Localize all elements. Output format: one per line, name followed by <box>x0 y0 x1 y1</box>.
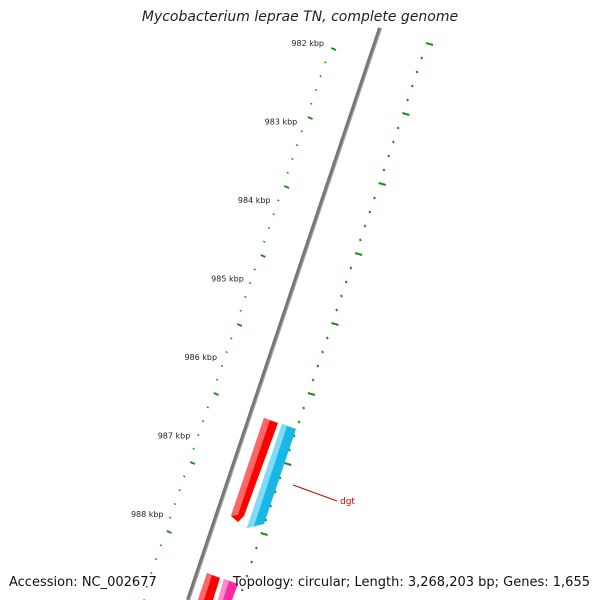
tick-label: 988 kbp <box>131 510 164 519</box>
minor-tick <box>392 140 395 144</box>
major-tick <box>166 530 172 534</box>
major-tick <box>283 462 292 466</box>
major-tick <box>307 116 313 120</box>
minor-tick <box>245 574 249 578</box>
major-tick <box>425 42 434 46</box>
topology-text: Topology: circular; Length: 3,268,203 bp… <box>232 575 590 590</box>
tick-labels: 982 kbp 983 kbp 984 kbp 985 kbp 986 kbp 987 k… <box>131 39 324 519</box>
major-tick <box>378 182 387 186</box>
minor-tick <box>297 420 301 424</box>
genome-backbone-highlight <box>189 27 382 600</box>
minor-tick <box>159 544 163 547</box>
minor-tick <box>244 295 247 299</box>
minor-tick <box>373 196 376 200</box>
minor-tick <box>286 171 289 174</box>
minor-tick <box>220 364 224 368</box>
minor-tick <box>309 102 313 105</box>
gene-feature-dgt[interactable] <box>247 424 296 528</box>
minor-tick <box>239 309 242 312</box>
minor-tick <box>291 157 294 161</box>
minor-tick <box>215 378 219 381</box>
minor-tick <box>254 546 258 550</box>
major-tick <box>307 392 316 396</box>
minor-tick <box>358 238 362 242</box>
gene-feature-pink[interactable] <box>218 579 238 600</box>
minor-tick <box>324 61 327 64</box>
minor-tick <box>267 226 271 230</box>
minor-tick <box>206 406 210 409</box>
major-tick <box>402 112 410 116</box>
gene-label-leader-line <box>292 484 338 502</box>
tick-label: 985 kbp <box>211 275 244 284</box>
minor-tick <box>387 154 391 158</box>
minor-tick <box>168 516 172 519</box>
gene-feature-red-2[interactable] <box>198 573 220 600</box>
tick-label: 987 kbp <box>158 432 191 441</box>
map-title: Mycobacterium leprae TN, complete genome <box>141 9 459 25</box>
minor-tick <box>253 268 257 271</box>
minor-tick <box>368 210 372 214</box>
minor-tick <box>145 585 148 588</box>
minor-tick <box>314 88 318 92</box>
minor-tick <box>382 168 386 172</box>
minor-tick <box>410 84 414 88</box>
major-tick <box>331 322 339 326</box>
minor-tick <box>302 406 306 410</box>
genome-backbone <box>186 27 382 600</box>
minor-tick <box>192 447 195 450</box>
accession-text: Accession: NC_002677 <box>9 575 157 590</box>
minor-tick <box>230 337 233 340</box>
minor-tick <box>154 558 158 561</box>
major-tick <box>260 254 266 258</box>
minor-tick <box>272 213 275 216</box>
minor-tick <box>250 560 254 564</box>
minor-tick <box>183 475 186 478</box>
major-tick <box>354 252 363 256</box>
minor-tick <box>325 336 329 340</box>
gene-feature-red-1[interactable] <box>231 418 278 522</box>
minor-tick <box>225 351 228 354</box>
tick-label: 984 kbp <box>238 196 271 205</box>
minor-tick <box>340 294 343 298</box>
major-tick <box>189 461 196 465</box>
minor-tick <box>335 308 339 312</box>
minor-tick <box>344 280 348 284</box>
minor-tick <box>178 489 181 492</box>
minor-tick <box>240 588 244 592</box>
tick-label: 983 kbp <box>265 118 298 127</box>
minor-tick <box>295 144 299 147</box>
major-tick <box>330 47 337 51</box>
major-tick <box>236 323 243 327</box>
minor-tick <box>197 433 200 437</box>
minor-tick <box>201 420 205 423</box>
major-tick <box>283 185 290 189</box>
minor-tick <box>415 70 419 74</box>
minor-tick <box>277 199 280 202</box>
minor-tick <box>349 266 353 270</box>
minor-tick <box>150 571 153 575</box>
minor-tick <box>396 126 400 130</box>
minor-tick <box>321 350 324 354</box>
minor-tick <box>262 240 266 243</box>
minor-tick <box>173 502 177 506</box>
major-tick <box>213 392 219 396</box>
minor-tick <box>406 98 409 102</box>
tick-label: 982 kbp <box>291 39 324 48</box>
minor-tick <box>300 130 304 133</box>
gene-label-dgt: dgt <box>340 497 355 507</box>
minor-tick <box>363 224 367 228</box>
minor-tick <box>420 56 424 60</box>
major-tick <box>260 532 268 536</box>
minor-tick <box>248 282 252 285</box>
forward-tick-track <box>143 47 337 600</box>
minor-tick <box>316 364 320 368</box>
minor-tick <box>319 75 322 78</box>
minor-tick <box>311 378 315 382</box>
tick-label: 986 kbp <box>184 353 217 362</box>
